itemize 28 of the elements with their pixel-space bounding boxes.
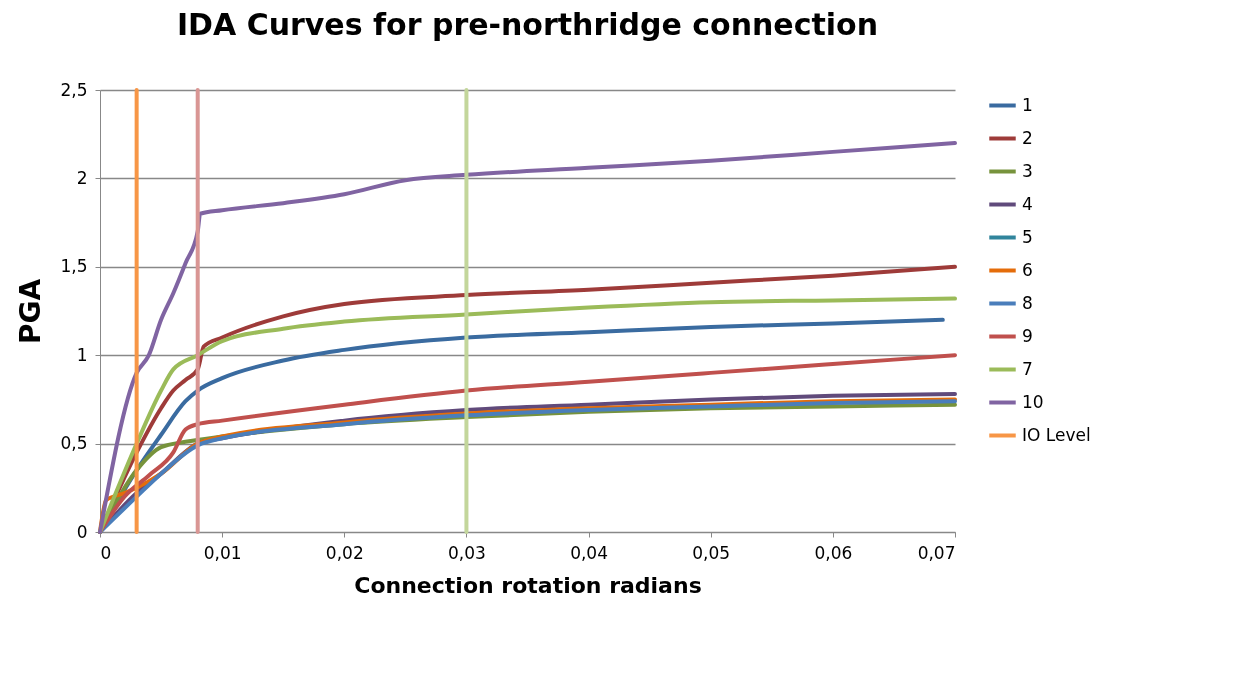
x-tick-label: 0,04	[570, 542, 608, 563]
legend-label: 10	[1022, 391, 1044, 412]
x-tick-label: 0	[100, 542, 112, 563]
x-tick-label: 0,05	[692, 542, 731, 563]
x-tick-label: 0,06	[814, 542, 853, 563]
x-tick-label: 0,02	[325, 542, 364, 563]
legend-label: 3	[1022, 160, 1033, 181]
y-tick-label: 1,5	[60, 256, 88, 277]
x-tick-label: 0,07	[917, 542, 956, 563]
legend-label: 1	[1022, 94, 1033, 115]
legend-label: 6	[1022, 259, 1033, 280]
legend-label: 8	[1022, 292, 1033, 313]
y-tick-label: 2	[76, 167, 88, 188]
legend-label: 2	[1022, 127, 1033, 148]
legend-label: 9	[1022, 325, 1033, 346]
y-tick-label: 0,5	[60, 433, 88, 454]
chart-title: IDA Curves for pre-northridge connection	[176, 7, 879, 42]
x-tick-label: 0,03	[448, 542, 486, 563]
legend-label: 5	[1022, 226, 1033, 247]
x-tick-label: 0,01	[203, 542, 242, 563]
legend-label: IO Level	[1022, 424, 1091, 445]
x-axis-title: Connection rotation radians	[354, 572, 702, 598]
y-tick-label: 2,5	[60, 79, 88, 100]
y-axis-title: PGA	[14, 278, 48, 345]
legend-label: 4	[1022, 193, 1033, 214]
y-tick-label: 1	[76, 344, 88, 365]
y-tick-label: 0	[76, 521, 88, 542]
legend-label: 7	[1022, 358, 1033, 379]
